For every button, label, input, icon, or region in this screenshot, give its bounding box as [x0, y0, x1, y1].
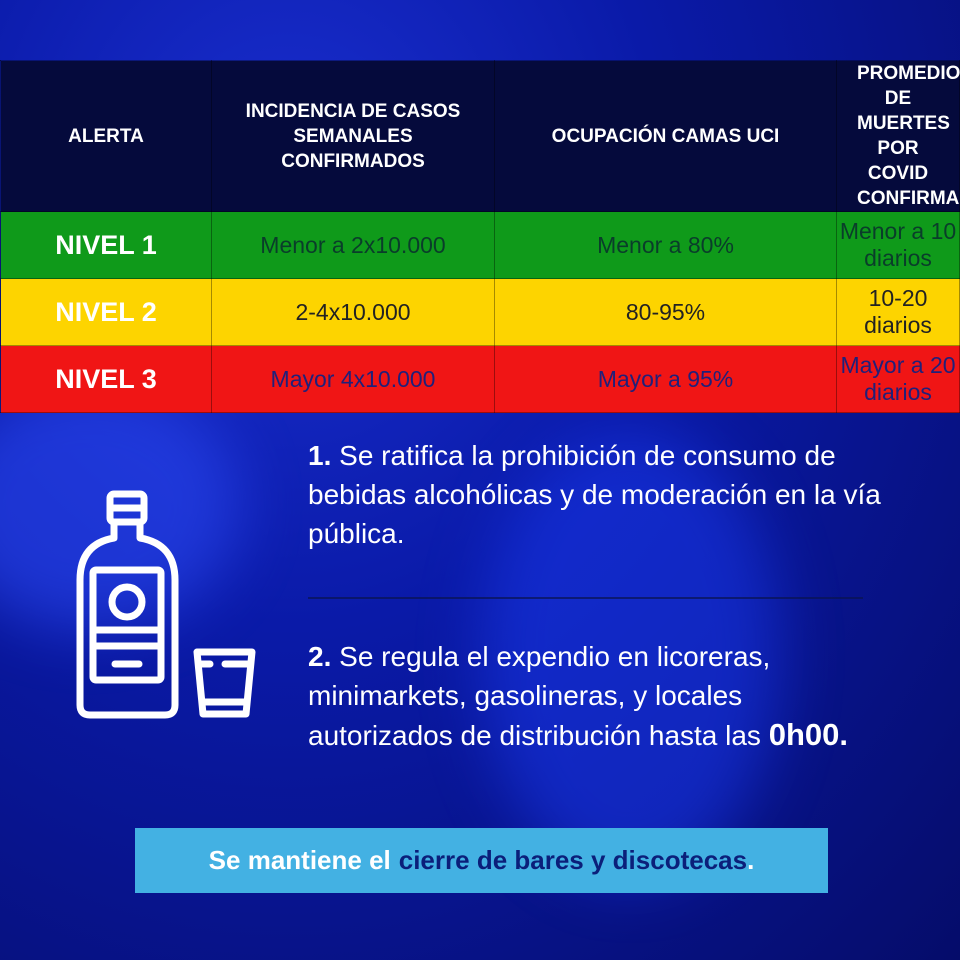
table-row: NIVEL 1 Menor a 2x10.000 Menor a 80% Men… [0, 211, 960, 279]
level-cell: NIVEL 3 [0, 345, 212, 413]
point-2: 2. Se regula el expendio en licoreras, m… [308, 637, 868, 755]
banner-suffix: . [747, 845, 755, 875]
table-row: NIVEL 2 2-4x10.000 80-95% 10-20 diarios [0, 278, 960, 346]
divider [308, 597, 863, 599]
liquor-bottle-and-glass-icon [76, 490, 256, 719]
deaths-cell: 10-20 diarios [836, 278, 960, 346]
closure-banner: Se mantiene el cierre de bares y discote… [135, 828, 828, 893]
level-cell: NIVEL 1 [0, 211, 212, 279]
point-1: 1. Se ratifica la prohibición de consumo… [308, 436, 908, 553]
point-number: 2. [308, 641, 332, 672]
point-text: Se regula el expendio en licoreras, mini… [308, 641, 771, 751]
incidence-cell: 2-4x10.000 [211, 278, 495, 346]
header-ocupacion: OCUPACIÓN CAMAS UCI [494, 60, 837, 212]
point-number: 1. [308, 440, 332, 471]
table-row: NIVEL 3 Mayor 4x10.000 Mayor a 95% Mayor… [0, 345, 960, 413]
deaths-cell: Mayor a 20 diarios [836, 345, 960, 413]
background-glow [480, 430, 780, 880]
banner-highlight: cierre de bares y discotecas [398, 845, 748, 875]
header-alerta: ALERTA [0, 60, 212, 212]
icu-cell: 80-95% [494, 278, 837, 346]
header-promedio: PROMEDIO DE MUERTES POR COVID CONFIRMADO [836, 60, 960, 212]
deaths-cell: Menor a 10 diarios [836, 211, 960, 279]
icu-cell: Menor a 80% [494, 211, 837, 279]
incidence-cell: Mayor 4x10.000 [211, 345, 495, 413]
header-incidencia: INCIDENCIA DE CASOS SEMANALES CONFIRMADO… [211, 60, 495, 212]
table-header-row: ALERTA INCIDENCIA DE CASOS SEMANALES CON… [0, 60, 960, 212]
level-cell: NIVEL 2 [0, 278, 212, 346]
incidence-cell: Menor a 2x10.000 [211, 211, 495, 279]
icu-cell: Mayor a 95% [494, 345, 837, 413]
banner-prefix: Se mantiene el [208, 845, 391, 875]
point-text: Se ratifica la prohibición de consumo de… [308, 440, 881, 549]
alert-levels-table: ALERTA INCIDENCIA DE CASOS SEMANALES CON… [0, 60, 960, 413]
point-time: 0h00. [768, 717, 848, 752]
